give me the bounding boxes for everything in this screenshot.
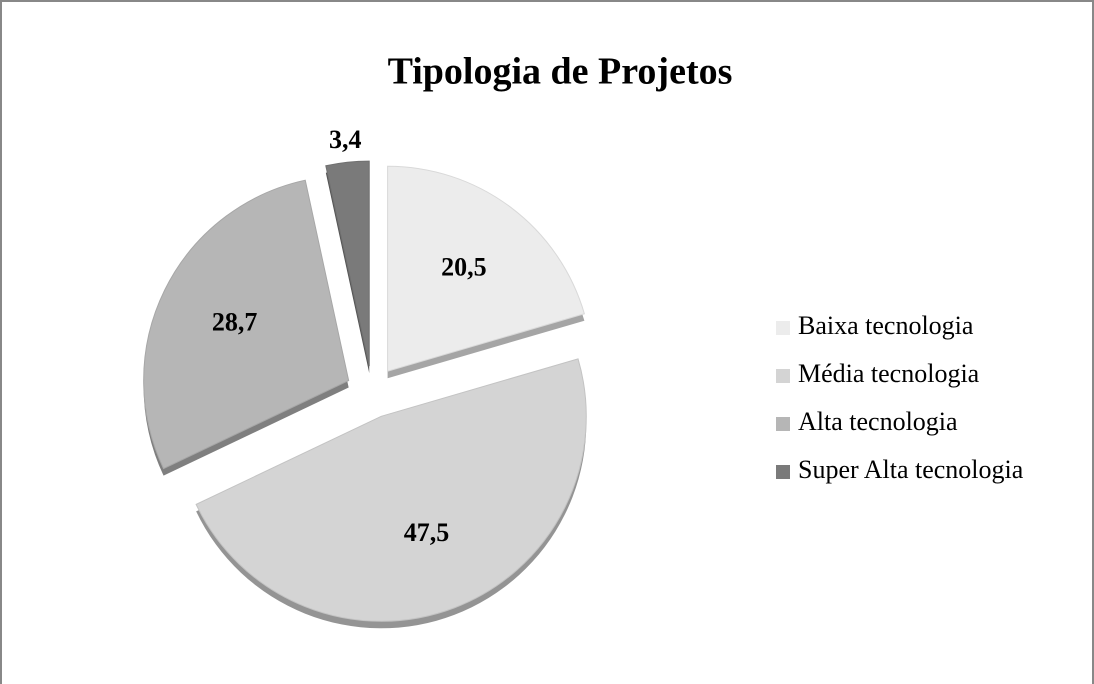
data-label: 3,4 xyxy=(329,125,362,154)
chart-title: Tipologia de Projetos xyxy=(388,51,733,93)
pie-slice xyxy=(195,358,587,622)
legend-label: Média tecnologia xyxy=(798,359,980,388)
legend-swatch xyxy=(776,321,790,335)
legend-label: Super Alta tecnologia xyxy=(798,455,1024,484)
pie-slice xyxy=(143,179,350,470)
pie-slice xyxy=(387,165,586,372)
legend-swatch xyxy=(776,369,790,383)
pie-slice xyxy=(325,160,370,367)
data-label: 20,5 xyxy=(441,252,487,281)
legend-label: Baixa tecnologia xyxy=(798,311,974,340)
legend-label: Alta tecnologia xyxy=(798,407,958,436)
data-label: 47,5 xyxy=(404,518,450,547)
data-label: 28,7 xyxy=(212,307,258,336)
legend-swatch xyxy=(776,417,790,431)
legend-swatch xyxy=(776,465,790,479)
